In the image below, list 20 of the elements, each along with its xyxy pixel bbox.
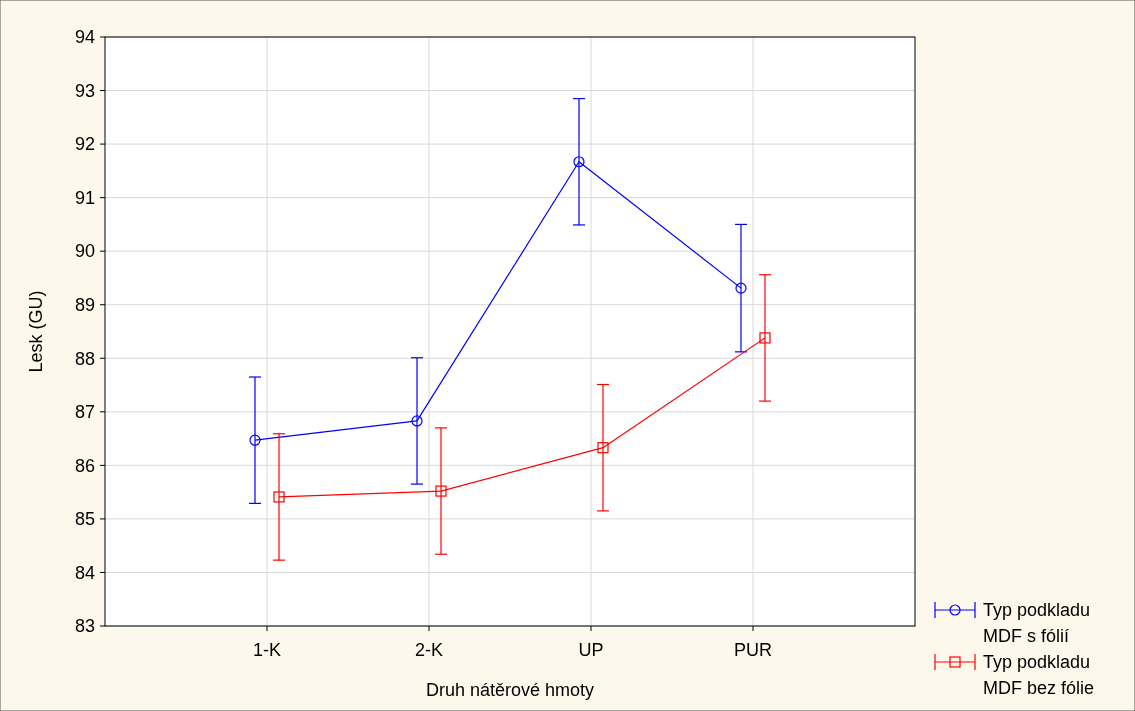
y-tick-label: 84 bbox=[74, 562, 95, 583]
y-tick-label: 93 bbox=[74, 80, 95, 101]
y-tick-label: 92 bbox=[74, 134, 95, 155]
x-tick-label: PUR bbox=[733, 640, 773, 660]
y-tick-label: 85 bbox=[74, 509, 95, 530]
x-tick-label: UP bbox=[578, 640, 604, 660]
y-tick-label: 89 bbox=[74, 295, 95, 316]
legend-label: Typ podkladu MDF s fólií bbox=[983, 600, 1091, 647]
x-tick-label: 1-K bbox=[252, 640, 282, 660]
y-tick-label: 86 bbox=[74, 455, 95, 476]
y-axis-title: Lesk (GU) bbox=[26, 290, 46, 373]
y-tick-label: 88 bbox=[74, 348, 95, 369]
y-tick-label: 90 bbox=[74, 241, 95, 262]
y-tick-label: 87 bbox=[74, 402, 95, 423]
x-tick-label: 2-K bbox=[414, 640, 444, 660]
y-tick-label: 94 bbox=[74, 27, 95, 48]
y-tick-label: 91 bbox=[74, 187, 95, 208]
legend-label: Typ podkladu MDF bez fólie bbox=[983, 652, 1095, 699]
x-axis-title: Druh nátěrové hmoty bbox=[425, 680, 595, 700]
y-tick-label: 83 bbox=[74, 616, 95, 637]
